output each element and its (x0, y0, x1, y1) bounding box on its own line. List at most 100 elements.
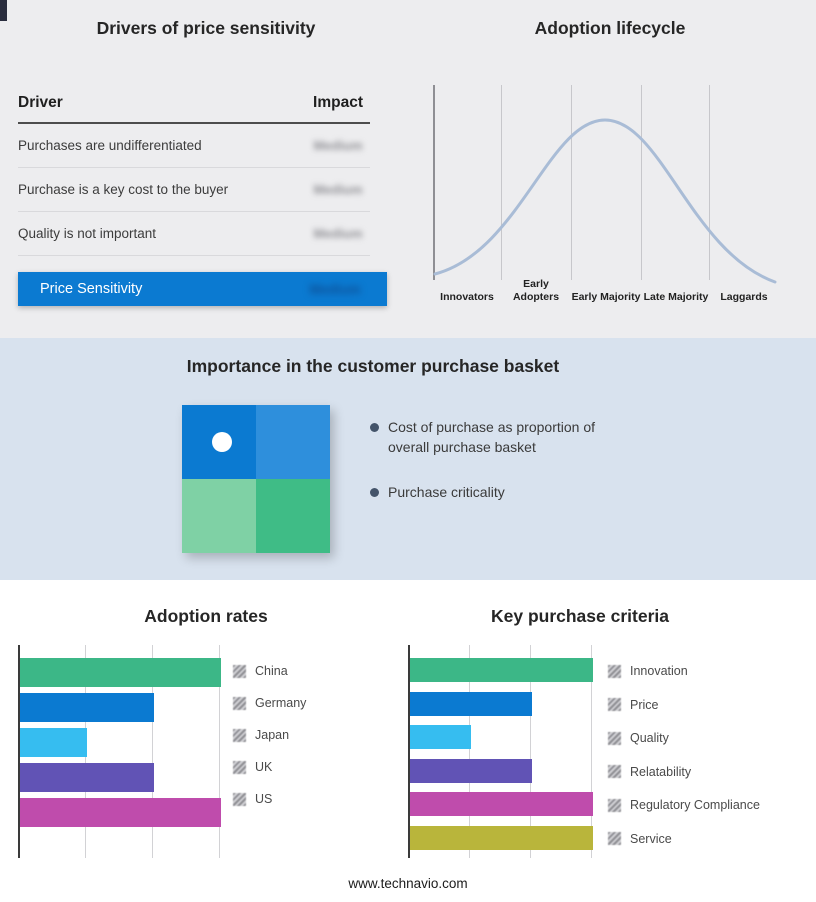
table-row: Purchase is a key cost to the buyer Medi… (18, 168, 370, 212)
column-header-impact: Impact (313, 94, 363, 111)
purchase-basket-matrix (182, 405, 330, 553)
price-sensitivity-label: Price Sensitivity (40, 281, 143, 297)
legend-item: Germany (233, 693, 306, 713)
matrix-position-dot (212, 432, 232, 452)
page-corner-mark (0, 0, 7, 21)
matrix-quadrant-bottom-right (256, 479, 330, 553)
legend-label: Japan (255, 728, 290, 742)
legend-label: China (255, 664, 288, 678)
legend-label: Price (630, 697, 659, 712)
legend-swatch-redacted (233, 760, 246, 774)
adoption-rates-legend: China Germany Japan UK US (233, 661, 306, 821)
legend-swatch-redacted (608, 765, 621, 779)
legend-label: UK (255, 760, 273, 774)
y-axis (18, 645, 20, 858)
driver-cell: Purchase is a key cost to the buyer (18, 182, 229, 197)
drivers-table-header: Driver Impact (18, 90, 370, 124)
bullet-icon (370, 488, 379, 498)
table-row: Quality is not important Medium (18, 212, 370, 256)
legend-label: US (255, 792, 273, 806)
price-sensitivity-summary-bar: Price Sensitivity Medium (18, 272, 387, 306)
legend-label: Relatability (630, 764, 692, 779)
gridline (709, 85, 710, 280)
impact-cell-redacted: Medium (313, 182, 363, 197)
legend-label: Quality (630, 731, 669, 746)
gridline (219, 645, 220, 858)
table-row: Purchases are undifferentiated Medium (18, 124, 370, 168)
legend-item: Innovation (608, 661, 760, 681)
matrix-quadrant-bottom-left (182, 479, 256, 553)
legend-item: Quality (608, 728, 760, 748)
legend-item: Japan (233, 725, 306, 745)
y-axis (433, 85, 435, 280)
bar-innovation (410, 658, 593, 682)
key-purchase-criteria-title: Key purchase criteria (490, 606, 669, 626)
legend-item: China (233, 661, 306, 681)
impact-cell-redacted: Medium (313, 226, 363, 241)
list-item: Cost of purchase as proportion of overal… (370, 418, 626, 457)
gridline (469, 645, 470, 858)
lifecycle-label-late-majority: Late Majority (643, 291, 709, 304)
legend-swatch-redacted (233, 728, 246, 742)
importance-section: Importance in the customer purchase bask… (0, 338, 816, 580)
gridline (501, 85, 502, 280)
legend-item: Price (608, 695, 760, 715)
bar-uk (20, 763, 154, 792)
bar-price (410, 692, 532, 716)
bell-curve-path (433, 118, 777, 284)
lifecycle-label-early-adopters: Early Adopters (512, 277, 560, 304)
legend-swatch-redacted (608, 664, 621, 678)
adoption-rates-title: Adoption rates (144, 606, 268, 626)
legend-label: Regulatory Compliance (630, 798, 760, 813)
bar-relatability (410, 759, 532, 783)
gridline (152, 645, 153, 858)
legend-swatch-redacted (233, 696, 246, 710)
bar-germany (20, 693, 154, 722)
legend-item: US (233, 789, 306, 809)
bell-curve (433, 118, 777, 284)
gridline (641, 85, 642, 280)
lifecycle-panel-title: Adoption lifecycle (534, 18, 686, 38)
legend-swatch-redacted (233, 664, 246, 678)
bar-japan (20, 728, 87, 757)
lifecycle-label-laggards: Laggards (720, 291, 768, 304)
legend-item: UK (233, 757, 306, 777)
driver-cell: Quality is not important (18, 226, 157, 241)
importance-title: Importance in the customer purchase bask… (186, 356, 560, 376)
legend-swatch-redacted (608, 832, 621, 846)
bullet-text: Purchase criticality (388, 484, 505, 501)
bar-quality (410, 725, 471, 749)
y-axis (408, 645, 410, 858)
legend-item: Service (608, 829, 760, 849)
legend-swatch-redacted (608, 698, 621, 712)
lifecycle-label-innovators: Innovators (440, 291, 494, 304)
importance-bullet-list: Cost of purchase as proportion of overal… (370, 418, 626, 529)
drivers-panel-title: Drivers of price sensitivity (96, 18, 316, 38)
lifecycle-label-early-majority: Early Majority (571, 291, 641, 304)
drivers-table: Driver Impact Purchases are undifferenti… (18, 90, 370, 256)
legend-label: Innovation (630, 664, 688, 678)
legend-item: Regulatory Compliance (608, 795, 760, 815)
price-sensitivity-value-redacted: Medium (309, 281, 361, 297)
bar-regulatory-compliance (410, 792, 593, 816)
gridline (571, 85, 572, 280)
legend-item: Relatability (608, 762, 760, 782)
gridline (591, 645, 592, 858)
legend-label: Service (630, 831, 672, 846)
matrix-quadrant-top-right (256, 405, 330, 479)
driver-cell: Purchases are undifferentiated (18, 138, 202, 153)
bar-service (410, 826, 593, 850)
adoption-lifecycle-chart (433, 85, 777, 284)
key-purchase-criteria-legend: Innovation Price Quality Relatability Re… (608, 661, 760, 863)
bullet-icon (370, 423, 379, 432)
website-watermark: www.technavio.com (348, 876, 468, 891)
bar-china (20, 658, 221, 687)
key-purchase-criteria-chart (408, 645, 608, 858)
column-header-driver: Driver (18, 94, 63, 111)
legend-label: Germany (255, 696, 307, 710)
adoption-rates-chart (18, 645, 318, 858)
bar-us (20, 798, 221, 827)
legend-swatch-redacted (608, 798, 621, 812)
legend-swatch-redacted (233, 792, 246, 806)
